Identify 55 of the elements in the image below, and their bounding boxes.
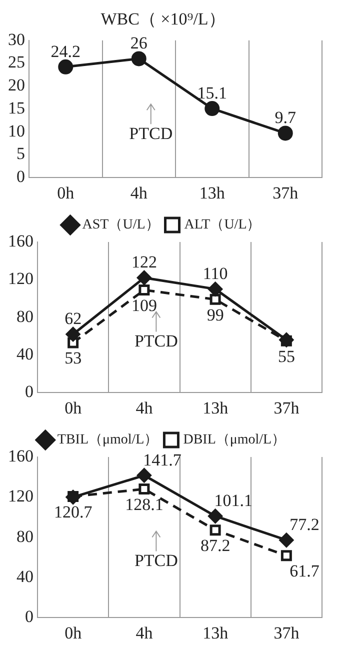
annotation: PTCD [129,124,173,144]
legend-label: DBIL（μmol/L） [183,432,286,448]
x-tick-label: 13h [202,623,229,642]
y-tick-label: 120 [8,486,34,506]
legend-label: TBIL（μmol/L） [57,432,158,448]
y-tick-label: 0 [25,607,34,626]
y-tick-label: 10 [8,121,25,140]
y-tick-label: 40 [16,344,34,364]
data-label: 122 [131,252,157,272]
data-label: 55 [278,346,295,366]
y-tick-label: 25 [8,52,25,72]
x-tick-label: 4h [130,183,148,202]
x-tick-label: 37h [274,623,300,642]
annotation: PTCD [134,551,178,570]
data-label: 77.2 [290,515,320,534]
data-label: 120.7 [54,502,93,522]
data-label: 101.1 [214,491,252,510]
data-label: 141.7 [143,450,182,470]
data-label: 128.1 [125,494,164,514]
data-label: 87.2 [200,536,230,556]
y-tick-label: 40 [16,566,34,586]
x-tick-label: 0h [64,398,82,418]
data-label: 110 [202,264,228,284]
data-label: 26 [130,34,148,53]
y-tick-label: 160 [8,231,34,250]
x-tick-label: 13h [202,398,229,418]
y-tick-label: 20 [8,76,25,95]
data-label: 24.2 [50,42,80,61]
x-tick-label: 4h [136,623,154,642]
data-label: 61.7 [290,562,320,581]
y-tick-label: 80 [16,526,34,546]
y-tick-label: 5 [16,144,25,164]
y-tick-label: 30 [8,30,25,49]
x-tick-label: 37h [272,183,299,202]
y-tick-label: 120 [8,269,34,288]
y-tick-label: 80 [16,306,34,326]
x-tick-label: 0h [64,623,82,642]
data-label: 109 [131,296,157,315]
legend-label: AST（U/L） [82,218,160,233]
data-label: 9.7 [274,108,296,128]
y-tick-label: 160 [8,446,34,466]
x-tick-label: 0h [57,183,75,202]
x-tick-label: 13h [199,183,226,202]
legend-label: ALT（U/L） [184,218,261,233]
data-label: 62 [64,309,82,328]
annotation: PTCD [134,332,178,351]
y-tick-label: 0 [16,167,25,186]
data-label: 53 [64,348,82,368]
data-label: 99 [206,305,224,324]
y-tick-label: 0 [25,382,34,402]
chart-title: WBC（ ×10⁹/L） [100,10,226,29]
x-tick-label: 37h [274,398,300,418]
data-label: 15.1 [197,84,227,103]
y-tick-label: 15 [8,98,25,118]
x-tick-label: 4h [136,398,154,418]
